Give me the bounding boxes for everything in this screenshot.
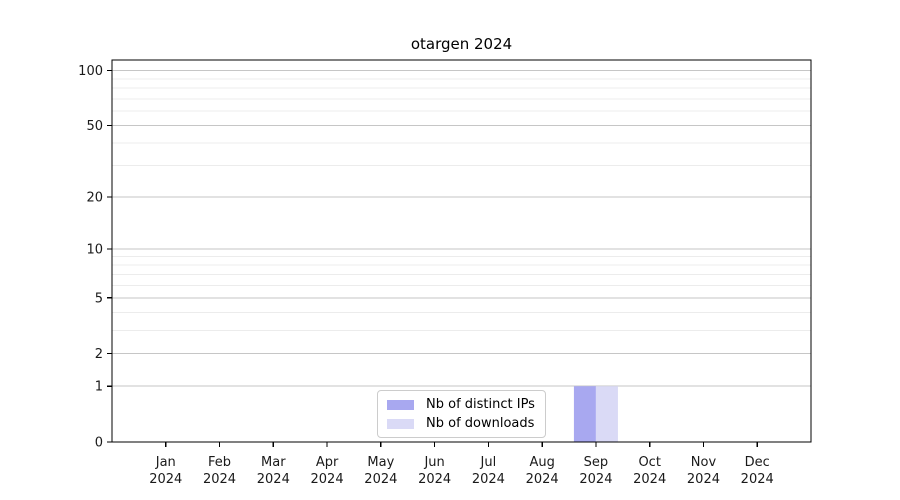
y-tick-label: 10 <box>86 242 103 257</box>
y-tick-label: 50 <box>86 119 103 134</box>
y-tick-label: 20 <box>86 190 103 205</box>
x-tick-label-month: Nov <box>691 455 717 470</box>
y-tick-label: 0 <box>95 436 103 451</box>
x-tick-label-month: Sep <box>584 455 609 470</box>
x-tick-label-year: 2024 <box>633 472 666 487</box>
legend: Nb of distinct IPs Nb of downloads <box>377 390 546 438</box>
y-tick-label: 5 <box>95 291 103 306</box>
x-tick-label-month: Jun <box>423 455 444 470</box>
x-tick-label-year: 2024 <box>579 472 612 487</box>
x-tick-label-month: Jan <box>155 455 176 470</box>
legend-label-distinct-ips: Nb of distinct IPs <box>426 397 535 412</box>
x-tick-label-month: Oct <box>638 455 660 470</box>
x-tick-label-year: 2024 <box>687 472 720 487</box>
y-tick-label: 1 <box>95 380 103 395</box>
x-tick-label-year: 2024 <box>472 472 505 487</box>
x-tick-label-year: 2024 <box>418 472 451 487</box>
x-tick-label-month: Mar <box>261 455 286 470</box>
x-tick-label-month: May <box>367 455 394 470</box>
legend-swatch-downloads <box>387 418 414 429</box>
x-tick-label-year: 2024 <box>149 472 182 487</box>
chart-title: otargen 2024 <box>410 35 513 53</box>
legend-label-downloads: Nb of downloads <box>426 416 535 431</box>
x-tick-label-year: 2024 <box>203 472 236 487</box>
x-tick-label-year: 2024 <box>741 472 774 487</box>
y-tick-label: 2 <box>95 347 103 362</box>
x-tick-label-month: Dec <box>745 455 770 470</box>
x-tick-label-year: 2024 <box>526 472 559 487</box>
legend-item-downloads: Nb of downloads <box>387 417 535 430</box>
legend-item-distinct-ips: Nb of distinct IPs <box>387 398 535 411</box>
x-tick-label-month: Aug <box>529 455 554 470</box>
bar-nb-of-downloads <box>595 386 618 442</box>
x-tick-label-month: Feb <box>208 455 231 470</box>
x-tick-label-year: 2024 <box>311 472 344 487</box>
x-tick-label-year: 2024 <box>364 472 397 487</box>
x-tick-label-month: Apr <box>316 455 339 470</box>
bar-nb-of-distinct-ips <box>573 386 596 442</box>
legend-swatch-distinct-ips <box>387 399 414 410</box>
x-tick-label-year: 2024 <box>257 472 290 487</box>
plot-border <box>111 59 812 443</box>
x-tick-label-month: Jul <box>480 455 497 470</box>
y-tick-label: 100 <box>78 64 103 79</box>
